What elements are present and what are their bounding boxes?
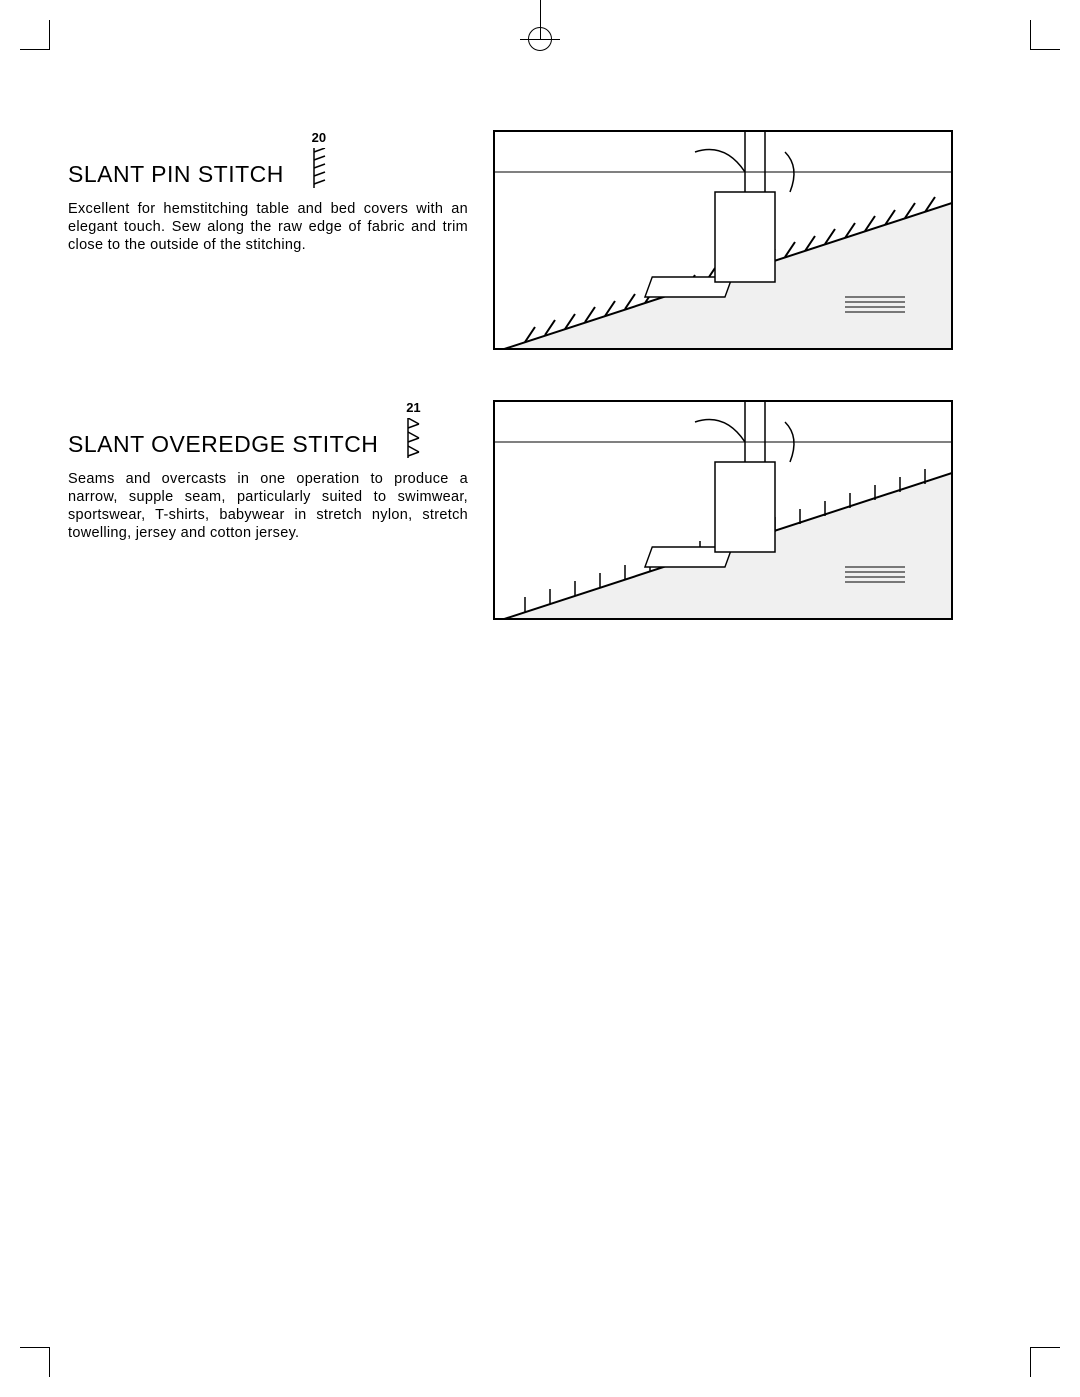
heading-slant-overedge: SLANT OVEREDGE STITCH [68,431,378,458]
slant-pin-stitch-icon [309,148,329,188]
text-column-2: SLANT OVEREDGE STITCH 21 Seams and overc… [68,400,468,620]
heading-row-1: SLANT PIN STITCH 20 [68,130,468,188]
illustration-slant-pin [493,130,953,350]
text-column-1: SLANT PIN STITCH 20 Excellent for hemsti… [68,130,468,350]
heading-slant-pin: SLANT PIN STITCH [68,161,284,188]
crop-corner-bl [20,1347,50,1377]
stitch-icon-wrap-1: 20 [309,130,329,188]
crop-mark-top [520,0,560,40]
body-text-1: Excellent for hemstitching table and bed… [68,200,468,254]
illustration-slant-overedge [493,400,953,620]
body-text-2: Seams and overcasts in one operation to … [68,470,468,543]
stitch-number-2: 21 [406,400,420,415]
heading-row-2: SLANT OVEREDGE STITCH 21 [68,400,468,458]
stitch-number-1: 20 [312,130,326,145]
crop-corner-tl [20,20,50,50]
section-slant-pin: SLANT PIN STITCH 20 Excellent for hemsti… [68,130,1012,350]
crop-corner-br [1030,1347,1060,1377]
crop-corner-tr [1030,20,1060,50]
page-content: SLANT PIN STITCH 20 Excellent for hemsti… [0,0,1080,620]
section-slant-overedge: SLANT OVEREDGE STITCH 21 Seams and overc… [68,400,1012,620]
slant-overedge-stitch-icon [403,418,423,458]
stitch-icon-wrap-2: 21 [403,400,423,458]
